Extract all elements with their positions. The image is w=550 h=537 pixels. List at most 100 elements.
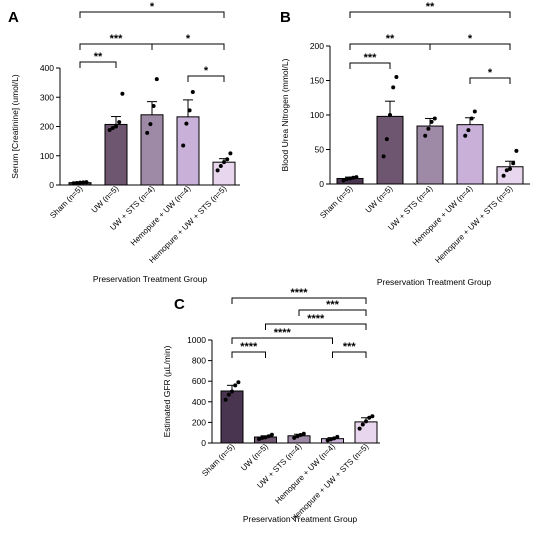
data-point — [145, 130, 150, 135]
data-point — [236, 380, 241, 385]
data-point — [223, 397, 228, 402]
data-point — [332, 436, 337, 441]
data-point — [148, 122, 153, 127]
data-point — [257, 437, 262, 442]
chart-panel-b: B 0 50 100 150 200 Blood Urea Nitrogen (mmol/L… — [280, 1, 530, 287]
data-point — [269, 432, 274, 437]
y-tick-label: 800 — [192, 356, 206, 366]
data-point — [117, 120, 122, 125]
data-point — [263, 435, 268, 440]
y-tick-label: 400 — [192, 397, 206, 407]
significance-label: ** — [386, 33, 395, 45]
data-point — [472, 109, 477, 114]
data-point — [432, 116, 437, 121]
significance-bracket — [469, 77, 511, 84]
data-point — [266, 434, 271, 439]
significance-label: ** — [426, 1, 435, 13]
significance-bracket — [349, 11, 511, 18]
data-point — [78, 180, 82, 185]
significance-bracket — [231, 337, 333, 344]
y-tick-label: 0 — [201, 438, 206, 448]
data-point — [225, 157, 230, 162]
data-point — [429, 119, 434, 124]
data-point — [384, 137, 389, 142]
data-point — [292, 435, 297, 440]
y-tick-label: 200 — [40, 122, 54, 132]
data-point — [354, 175, 359, 180]
data-point — [298, 432, 303, 437]
y-tick-label: 200 — [192, 417, 206, 427]
significance-bracket — [332, 351, 367, 358]
data-point — [120, 91, 125, 96]
significance-label: *** — [364, 52, 378, 64]
x-tick-label: Hemopure + UW + STS (n=5) — [433, 184, 514, 265]
bar — [104, 123, 128, 186]
y-tick-label: 600 — [192, 376, 206, 386]
data-point — [466, 128, 471, 133]
panel-letter: C — [174, 296, 185, 313]
data-point — [114, 124, 118, 129]
data-point — [325, 438, 330, 443]
data-point — [357, 426, 362, 431]
data-point — [381, 154, 386, 159]
significance-label: **** — [290, 287, 308, 299]
y-tick-label: 1000 — [187, 335, 206, 345]
data-point — [367, 415, 372, 420]
data-point — [154, 77, 159, 82]
data-point — [181, 143, 186, 148]
chart-panel-c: C 0 200 400 600 800 1000 Estimated GFR (µL/min)… — [162, 287, 380, 524]
data-point — [74, 180, 79, 185]
x-tick-label: UW (n=5) — [90, 184, 121, 215]
data-point — [504, 168, 509, 173]
significance-label: * — [150, 1, 155, 13]
data-point — [301, 431, 306, 436]
significance-label: *** — [343, 341, 357, 353]
data-point — [228, 151, 233, 156]
y-tick-label: 100 — [310, 110, 324, 120]
data-point — [222, 160, 226, 165]
data-point — [469, 116, 474, 121]
bar — [416, 125, 444, 185]
significance-label: **** — [307, 313, 325, 325]
significance-bracket — [187, 75, 225, 82]
y-axis-label: Estimated GFR (µL/min) — [162, 345, 172, 437]
y-tick-label: 0 — [319, 179, 324, 189]
significance-label: **** — [240, 341, 258, 353]
data-point — [215, 168, 220, 173]
panel-letter: A — [8, 9, 19, 26]
data-point — [226, 392, 231, 397]
significance-label: * — [204, 65, 209, 77]
y-tick-label: 0 — [49, 180, 54, 190]
significance-bracket — [79, 11, 225, 18]
y-tick-label: 50 — [315, 145, 325, 155]
data-point — [348, 176, 352, 181]
significance-label: *** — [326, 299, 340, 311]
bar — [176, 116, 200, 186]
bar — [456, 124, 484, 185]
y-tick-label: 150 — [310, 76, 324, 86]
data-point — [107, 128, 112, 133]
data-point — [351, 175, 356, 180]
data-point — [71, 181, 76, 186]
data-point — [508, 166, 512, 171]
significance-label: *** — [110, 33, 124, 45]
data-point — [426, 126, 431, 131]
significance-bracket — [349, 62, 391, 69]
bar — [212, 161, 236, 186]
data-point — [110, 125, 115, 130]
x-tick-label: Hemopure + UW (n=4) — [129, 184, 193, 248]
x-axis-label: Preservation Treatment Group — [377, 277, 492, 287]
significance-label: * — [468, 33, 473, 45]
y-axis-label: Serum [Creatinine] (umol/L) — [10, 74, 20, 179]
significance-bracket — [79, 61, 117, 68]
data-point — [335, 434, 340, 439]
significance-label: * — [186, 33, 191, 45]
data-point — [391, 85, 396, 90]
significance-bracket — [151, 43, 225, 50]
significance-label: **** — [274, 327, 292, 339]
data-point — [230, 389, 234, 394]
x-axis-label: Preservation Treatment Group — [243, 514, 358, 524]
data-point — [423, 133, 428, 138]
bar — [376, 115, 404, 185]
